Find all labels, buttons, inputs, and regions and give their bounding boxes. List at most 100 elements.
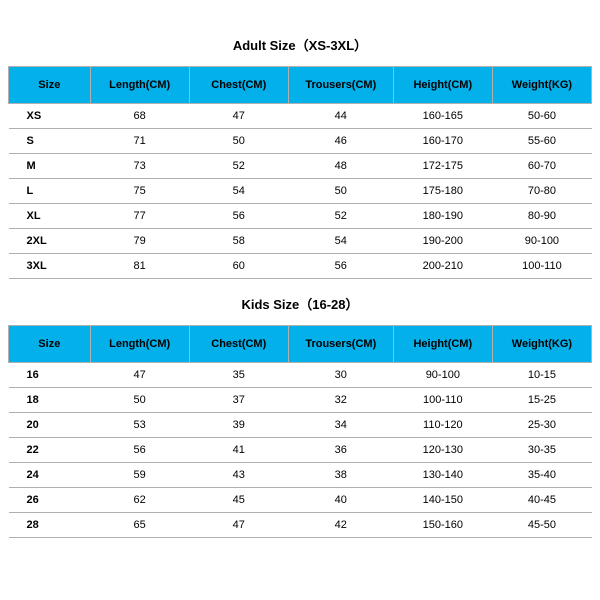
col-trousers: Trousers(CM) xyxy=(288,326,393,363)
table-cell: 45-50 xyxy=(492,513,591,538)
table-cell: 34 xyxy=(288,413,393,438)
table-cell: 50 xyxy=(90,388,189,413)
table-cell: 52 xyxy=(288,204,393,229)
table-cell: 48 xyxy=(288,154,393,179)
table-cell: 30-35 xyxy=(492,438,591,463)
table-cell: 58 xyxy=(189,229,288,254)
table-cell: 50 xyxy=(288,179,393,204)
table-cell: 55-60 xyxy=(492,129,591,154)
table-cell: 59 xyxy=(90,463,189,488)
table-cell: 20 xyxy=(9,413,91,438)
table-cell: 90-100 xyxy=(492,229,591,254)
table-cell: 42 xyxy=(288,513,393,538)
col-chest: Chest(CM) xyxy=(189,67,288,104)
kids-size-table: Size Length(CM) Chest(CM) Trousers(CM) H… xyxy=(8,325,592,538)
table-cell: 175-180 xyxy=(393,179,492,204)
table-cell: 47 xyxy=(189,513,288,538)
table-header-row: Size Length(CM) Chest(CM) Trousers(CM) H… xyxy=(9,67,592,104)
table-cell: 35-40 xyxy=(492,463,591,488)
table-cell: 54 xyxy=(189,179,288,204)
table-cell: 50 xyxy=(189,129,288,154)
table-cell: 28 xyxy=(9,513,91,538)
table-cell: 73 xyxy=(90,154,189,179)
table-cell: 200-210 xyxy=(393,254,492,279)
table-cell: 90-100 xyxy=(393,363,492,388)
table-cell: 16 xyxy=(9,363,91,388)
col-length: Length(CM) xyxy=(90,67,189,104)
table-row: M735248172-17560-70 xyxy=(9,154,592,179)
table-row: 28654742150-16045-50 xyxy=(9,513,592,538)
table-cell: XS xyxy=(9,104,91,129)
table-cell: 75 xyxy=(90,179,189,204)
table-cell: 110-120 xyxy=(393,413,492,438)
table-cell: 10-15 xyxy=(492,363,591,388)
col-weight: Weight(KG) xyxy=(492,67,591,104)
table-cell: 60 xyxy=(189,254,288,279)
table-cell: 2XL xyxy=(9,229,91,254)
col-height: Height(CM) xyxy=(393,67,492,104)
table-cell: S xyxy=(9,129,91,154)
table-cell: 24 xyxy=(9,463,91,488)
table-row: 24594338130-14035-40 xyxy=(9,463,592,488)
table-cell: 46 xyxy=(288,129,393,154)
table-cell: 160-165 xyxy=(393,104,492,129)
adult-size-table: Size Length(CM) Chest(CM) Trousers(CM) H… xyxy=(8,66,592,279)
table-cell: 3XL xyxy=(9,254,91,279)
table-cell: 43 xyxy=(189,463,288,488)
table-cell: M xyxy=(9,154,91,179)
table-header-row: Size Length(CM) Chest(CM) Trousers(CM) H… xyxy=(9,326,592,363)
table-row: 18503732100-11015-25 xyxy=(9,388,592,413)
table-cell: 160-170 xyxy=(393,129,492,154)
table-cell: 130-140 xyxy=(393,463,492,488)
table-cell: 56 xyxy=(189,204,288,229)
table-cell: 62 xyxy=(90,488,189,513)
table-cell: 36 xyxy=(288,438,393,463)
table-cell: 18 xyxy=(9,388,91,413)
table-cell: 65 xyxy=(90,513,189,538)
col-weight: Weight(KG) xyxy=(492,326,591,363)
table-cell: 44 xyxy=(288,104,393,129)
col-trousers: Trousers(CM) xyxy=(288,67,393,104)
table-cell: 140-150 xyxy=(393,488,492,513)
table-cell: 71 xyxy=(90,129,189,154)
table-cell: 190-200 xyxy=(393,229,492,254)
table-cell: 56 xyxy=(90,438,189,463)
table-cell: 30 xyxy=(288,363,393,388)
table-cell: 77 xyxy=(90,204,189,229)
table-cell: 81 xyxy=(90,254,189,279)
table-row: 2XL795854190-20090-100 xyxy=(9,229,592,254)
table-cell: 15-25 xyxy=(492,388,591,413)
table-cell: 80-90 xyxy=(492,204,591,229)
table-row: L755450175-18070-80 xyxy=(9,179,592,204)
table-row: 1647353090-10010-15 xyxy=(9,363,592,388)
table-cell: 79 xyxy=(90,229,189,254)
table-cell: 47 xyxy=(90,363,189,388)
table-row: 22564136120-13030-35 xyxy=(9,438,592,463)
table-cell: 68 xyxy=(90,104,189,129)
table-cell: 180-190 xyxy=(393,204,492,229)
table-row: XS684744160-16550-60 xyxy=(9,104,592,129)
table-cell: 100-110 xyxy=(393,388,492,413)
col-length: Length(CM) xyxy=(90,326,189,363)
table-row: XL775652180-19080-90 xyxy=(9,204,592,229)
table-cell: 25-30 xyxy=(492,413,591,438)
col-height: Height(CM) xyxy=(393,326,492,363)
table-cell: 37 xyxy=(189,388,288,413)
table-cell: 53 xyxy=(90,413,189,438)
table-cell: 26 xyxy=(9,488,91,513)
table-cell: 38 xyxy=(288,463,393,488)
table-cell: 32 xyxy=(288,388,393,413)
table-cell: 35 xyxy=(189,363,288,388)
table-cell: 150-160 xyxy=(393,513,492,538)
table-cell: 120-130 xyxy=(393,438,492,463)
table-cell: XL xyxy=(9,204,91,229)
table-cell: 70-80 xyxy=(492,179,591,204)
table-row: 3XL816056200-210100-110 xyxy=(9,254,592,279)
table-cell: 54 xyxy=(288,229,393,254)
kids-size-title: Kids Size（16-28） xyxy=(8,294,592,313)
col-size: Size xyxy=(9,326,91,363)
table-cell: 50-60 xyxy=(492,104,591,129)
col-size: Size xyxy=(9,67,91,104)
table-row: 20533934110-12025-30 xyxy=(9,413,592,438)
table-row: S715046160-17055-60 xyxy=(9,129,592,154)
